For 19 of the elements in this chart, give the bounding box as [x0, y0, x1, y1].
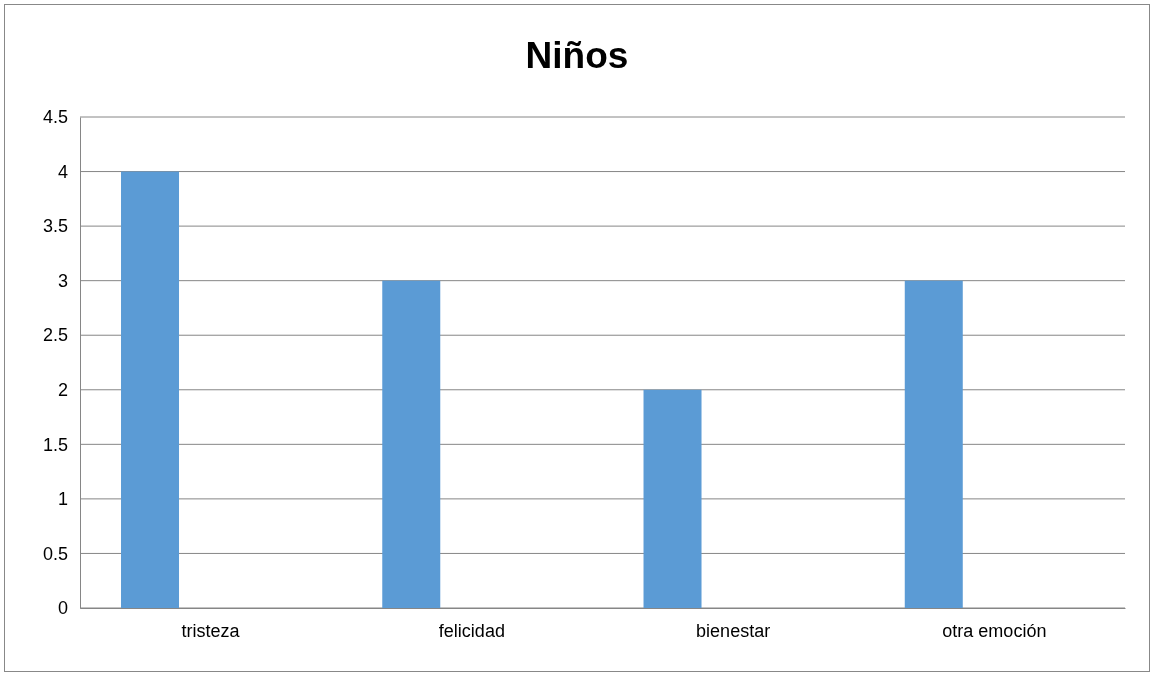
- y-tick-label: 0.5: [42, 543, 68, 564]
- y-tick-label: 2.5: [42, 325, 68, 346]
- y-tick-label: 2: [57, 380, 68, 401]
- bar: [121, 171, 180, 608]
- bar: [904, 280, 963, 608]
- x-tick-label: tristeza: [181, 620, 241, 641]
- x-tick-label: otra emoción: [942, 620, 1047, 641]
- y-tick-label: 3.5: [42, 216, 68, 237]
- y-tick-label: 0: [57, 598, 68, 619]
- y-tick-label: 1.5: [42, 434, 68, 455]
- y-tick-label: 3: [57, 270, 68, 291]
- y-tick-label: 1: [57, 489, 68, 510]
- bar: [643, 389, 702, 608]
- y-tick-label: 4.5: [42, 107, 68, 128]
- x-tick-label: bienestar: [696, 620, 771, 641]
- y-tick-label: 4: [57, 161, 68, 182]
- chart-title: Niños: [525, 35, 629, 76]
- bar: [382, 280, 441, 608]
- x-tick-label: felicidad: [438, 620, 505, 641]
